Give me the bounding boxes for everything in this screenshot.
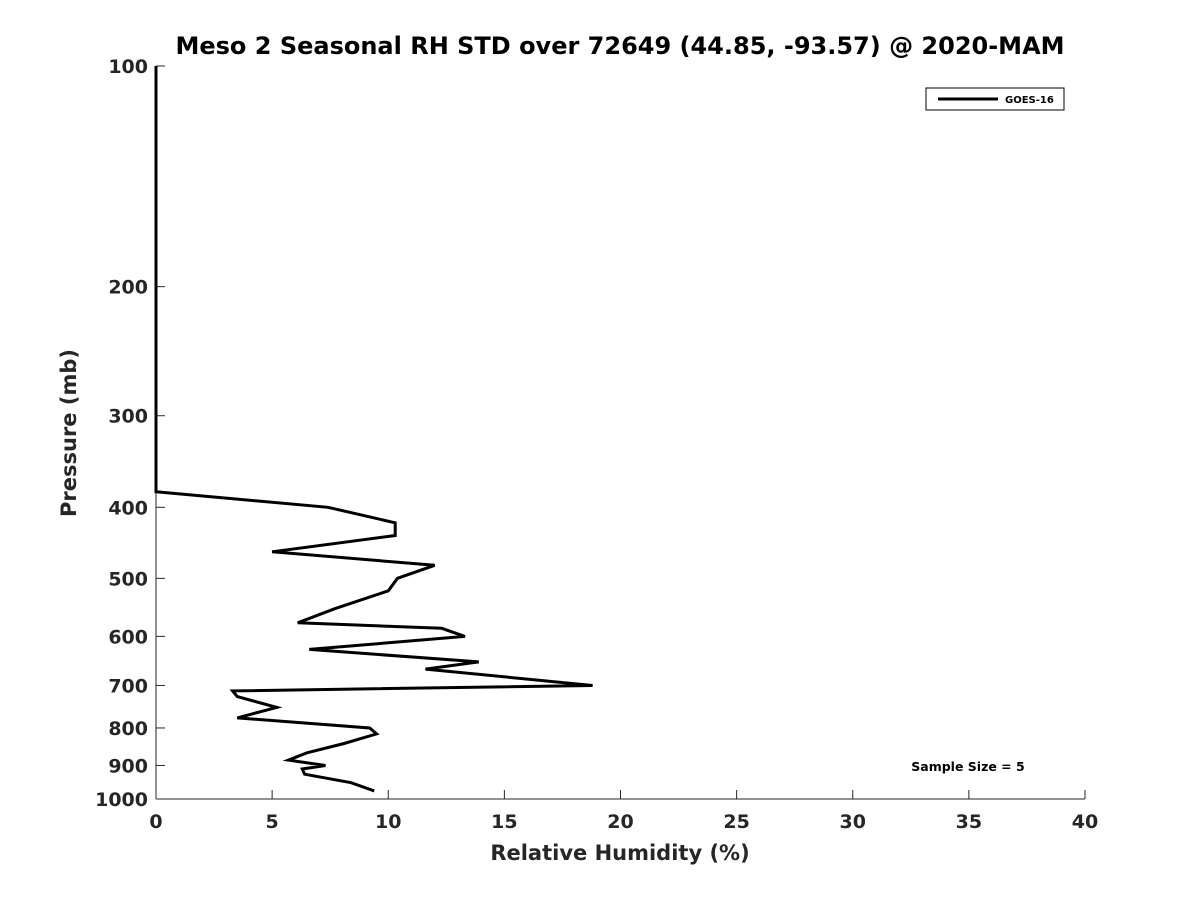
y-tick-label: 700 [108, 675, 148, 697]
x-axis-label: Relative Humidity (%) [490, 841, 749, 865]
legend: GOES-16 [925, 87, 1065, 111]
y-tick-label: 400 [108, 497, 148, 519]
y-tick-label: 200 [108, 277, 148, 299]
x-tick-label: 15 [491, 811, 517, 833]
series-line-goes-16 [154, 66, 593, 793]
x-tick-label: 10 [375, 811, 401, 833]
y-tick-label: 900 [108, 755, 148, 777]
y-tick-label: 500 [108, 568, 148, 590]
plot-axes: 0 5 10 15 20 25 30 35 40 100 200 300 400 500 600 700 800… [95, 56, 1098, 833]
y-axis-label: Pressure (mb) [57, 349, 81, 517]
x-tick-label: 25 [723, 811, 749, 833]
y-tick-label: 100 [108, 56, 148, 78]
chart-title: Meso 2 Seasonal RH STD over 72649 (44.85… [175, 32, 1064, 60]
x-tick-label: 30 [840, 811, 866, 833]
y-tick-label: 800 [108, 718, 148, 740]
y-tick-label: 1000 [95, 789, 148, 811]
y-tick-label: 600 [108, 626, 148, 648]
x-tick-label: 40 [1072, 811, 1098, 833]
x-tick-label: 5 [266, 811, 279, 833]
sample-size-annotation: Sample Size = 5 [911, 759, 1024, 774]
x-tick-label: 0 [149, 811, 162, 833]
series-layer [154, 66, 593, 793]
x-tick-label: 20 [607, 811, 633, 833]
x-tick-label: 35 [956, 811, 982, 833]
y-tick-label: 300 [108, 406, 148, 428]
legend-label-goes-16: GOES-16 [1005, 95, 1054, 106]
